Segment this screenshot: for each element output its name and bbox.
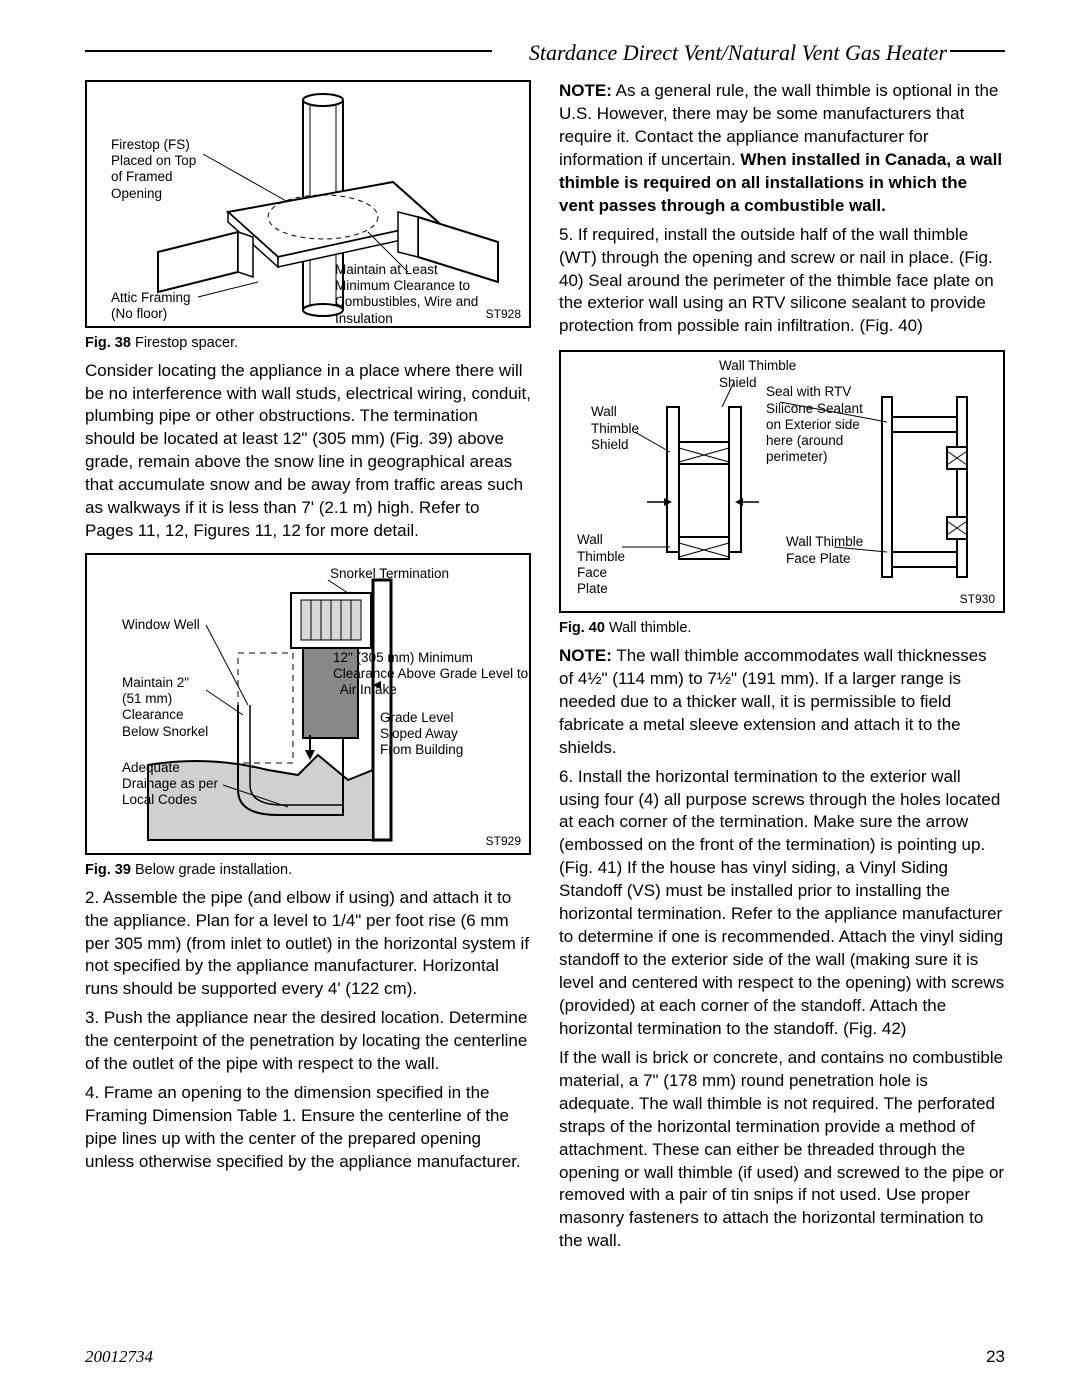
footer-doc-number: 20012734 [85, 1346, 153, 1369]
note-2: NOTE: The wall thimble accommodates wall… [559, 645, 1005, 760]
fig39-label-window: Window Well [122, 617, 200, 633]
fig38-caption: Fig. 38 Firestop spacer. [85, 334, 531, 354]
para-2: 2. Assemble the pipe (and elbow if using… [85, 887, 531, 1002]
para-6: 6. Install the horizontal termination to… [559, 766, 1005, 1041]
figure-38: Firestop (FS) Placed on Top of Framed Op… [85, 80, 531, 328]
fig39-ref: ST929 [486, 833, 521, 849]
fig40-caption: Fig. 40 Wall thimble. [559, 619, 1005, 639]
fig40-ref: ST930 [960, 591, 995, 607]
page-title: Stardance Direct Vent/Natural Vent Gas H… [529, 38, 947, 68]
para-3: 3. Push the appliance near the desired l… [85, 1007, 531, 1076]
para-4: 4. Frame an opening to the dimension spe… [85, 1082, 531, 1174]
fig38-ref: ST928 [486, 306, 521, 322]
fig38-label-firestop: Firestop (FS) Placed on Top of Framed Op… [111, 137, 196, 202]
para-5: 5. If required, install the outside half… [559, 224, 1005, 339]
fig39-label-snorkel: Snorkel Termination [330, 566, 449, 582]
fig40-label-seal: Seal with RTV Silicone Sealant on Exteri… [766, 384, 863, 465]
header-rule-left [85, 50, 492, 52]
fig40-label-wts-left: Wall Thimble Shield [591, 404, 639, 453]
para-7: If the wall is brick or concrete, and co… [559, 1047, 1005, 1253]
figure-39: Snorkel Termination Window Well Maintain… [85, 553, 531, 855]
fig39-label-maintain: Maintain 2" (51 mm) Clearance Below Snor… [122, 675, 208, 740]
fig39-caption: Fig. 39 Below grade installation. [85, 861, 531, 881]
fig38-label-clearance: Maintain at Least Minimum Clearance to C… [335, 262, 478, 327]
fig40-label-face-left: Wall Thimble Face Plate [577, 532, 625, 597]
para-consider: Consider locating the appliance in a pla… [85, 360, 531, 544]
fig38-label-attic: Attic Framing (No floor) [111, 290, 191, 322]
fig39-label-grade: Grade Level Sloped Away From Building [380, 710, 463, 759]
fig39-label-12in: 12" (305 mm) Minimum Clearance Above Gra… [333, 650, 528, 699]
fig39-label-drainage: Adequate Drainage as per Local Codes [122, 760, 218, 809]
right-column: NOTE: As a general rule, the wall thimbl… [559, 80, 1005, 1259]
fig40-label-face-right: Wall Thimble Face Plate [786, 534, 863, 566]
note-1: NOTE: As a general rule, the wall thimbl… [559, 80, 1005, 218]
left-column: Firestop (FS) Placed on Top of Framed Op… [85, 80, 531, 1259]
footer-page-number: 23 [986, 1346, 1005, 1369]
header-rule-right [950, 50, 1005, 52]
figure-40: Wall Thimble Shield Wall Thimble Shield … [559, 350, 1005, 613]
